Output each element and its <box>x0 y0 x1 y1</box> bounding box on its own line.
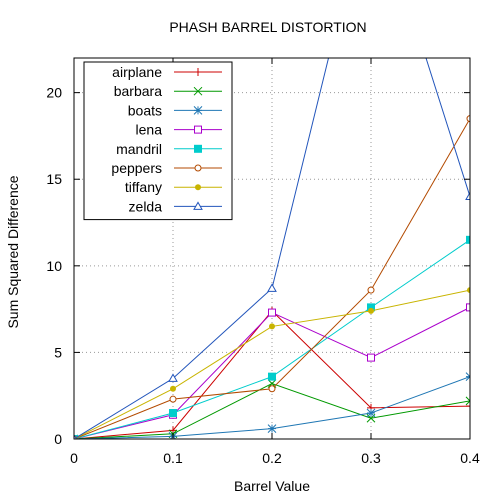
data-point-barbara <box>465 396 470 406</box>
data-point-boats <box>366 408 376 418</box>
legend-item-airplane: airplane <box>112 64 222 80</box>
legend: airplane barbara boats lena mandril peppers ti… <box>83 61 233 221</box>
data-point-mandril <box>367 303 375 312</box>
chart-title: PHASH BARREL DISTORTION <box>169 19 366 35</box>
axis-ticks: 0 0.1 0.2 0.3 0.4 0 5 10 15 20 <box>46 58 480 466</box>
x-axis-label: Barrel Value <box>234 478 310 494</box>
legend-marker <box>193 201 203 210</box>
data-point-tiffany <box>269 323 275 330</box>
data-point-mandril <box>268 372 276 381</box>
legend-item-mandril: mandril <box>116 141 222 157</box>
data-point-mandril <box>169 409 177 418</box>
y-tick-label: 5 <box>54 344 62 360</box>
legend-label: boats <box>128 102 162 118</box>
legend-marker <box>193 86 203 96</box>
x-tick-label: 0.3 <box>361 450 381 466</box>
x-tick-label: 0.2 <box>262 450 282 466</box>
data-point-tiffany <box>170 385 176 392</box>
y-tick-label: 10 <box>46 258 62 274</box>
legend-label: zelda <box>129 198 163 214</box>
legend-label: mandril <box>116 141 162 157</box>
legend-marker <box>195 184 201 191</box>
data-point-peppers <box>367 286 375 294</box>
legend-box <box>83 61 233 221</box>
data-point-airplane <box>466 402 470 411</box>
legend-marker <box>194 68 202 76</box>
data-point-zelda <box>465 191 470 201</box>
legend-item-peppers: peppers <box>111 160 222 176</box>
legend-marker <box>194 144 202 153</box>
x-tick-label: 0.1 <box>163 450 183 466</box>
plot-lines <box>74 58 470 439</box>
legend-label: airplane <box>112 64 162 80</box>
data-point-peppers <box>169 395 177 403</box>
data-point-zelda <box>168 373 178 382</box>
legend-label: barbara <box>114 83 162 99</box>
legend-marker <box>194 125 202 134</box>
data-point-lena <box>367 353 375 362</box>
legend-item-zelda: zelda <box>129 198 222 214</box>
data-point-lena <box>466 303 470 312</box>
y-tick-label: 20 <box>46 85 62 101</box>
x-tick-label: 0.4 <box>460 450 480 466</box>
data-point-tiffany <box>368 307 374 314</box>
y-axis-label: Sum Squared Difference <box>5 175 21 328</box>
legend-item-tiffany: tiffany <box>125 179 222 195</box>
data-point-mandril <box>466 235 470 244</box>
legend-label: tiffany <box>125 179 162 195</box>
y-tick-label: 0 <box>54 431 62 447</box>
data-point-boats <box>267 424 277 433</box>
series-peppers <box>74 115 470 439</box>
data-point-peppers <box>466 115 470 123</box>
data-point-lena <box>268 308 276 317</box>
x-tick-label: 0 <box>70 450 78 466</box>
data-point-tiffany <box>467 287 470 294</box>
data-point-zelda <box>267 283 277 292</box>
data-point-peppers <box>268 385 276 393</box>
legend-label: peppers <box>111 160 162 176</box>
legend-item-lena: lena <box>136 122 222 138</box>
legend-marker <box>194 164 202 172</box>
legend-item-barbara: barbara <box>114 83 222 99</box>
legend-item-boats: boats <box>128 102 222 118</box>
legend-marker <box>193 106 203 115</box>
y-tick-label: 15 <box>46 171 62 187</box>
legend-label: lena <box>136 122 163 138</box>
